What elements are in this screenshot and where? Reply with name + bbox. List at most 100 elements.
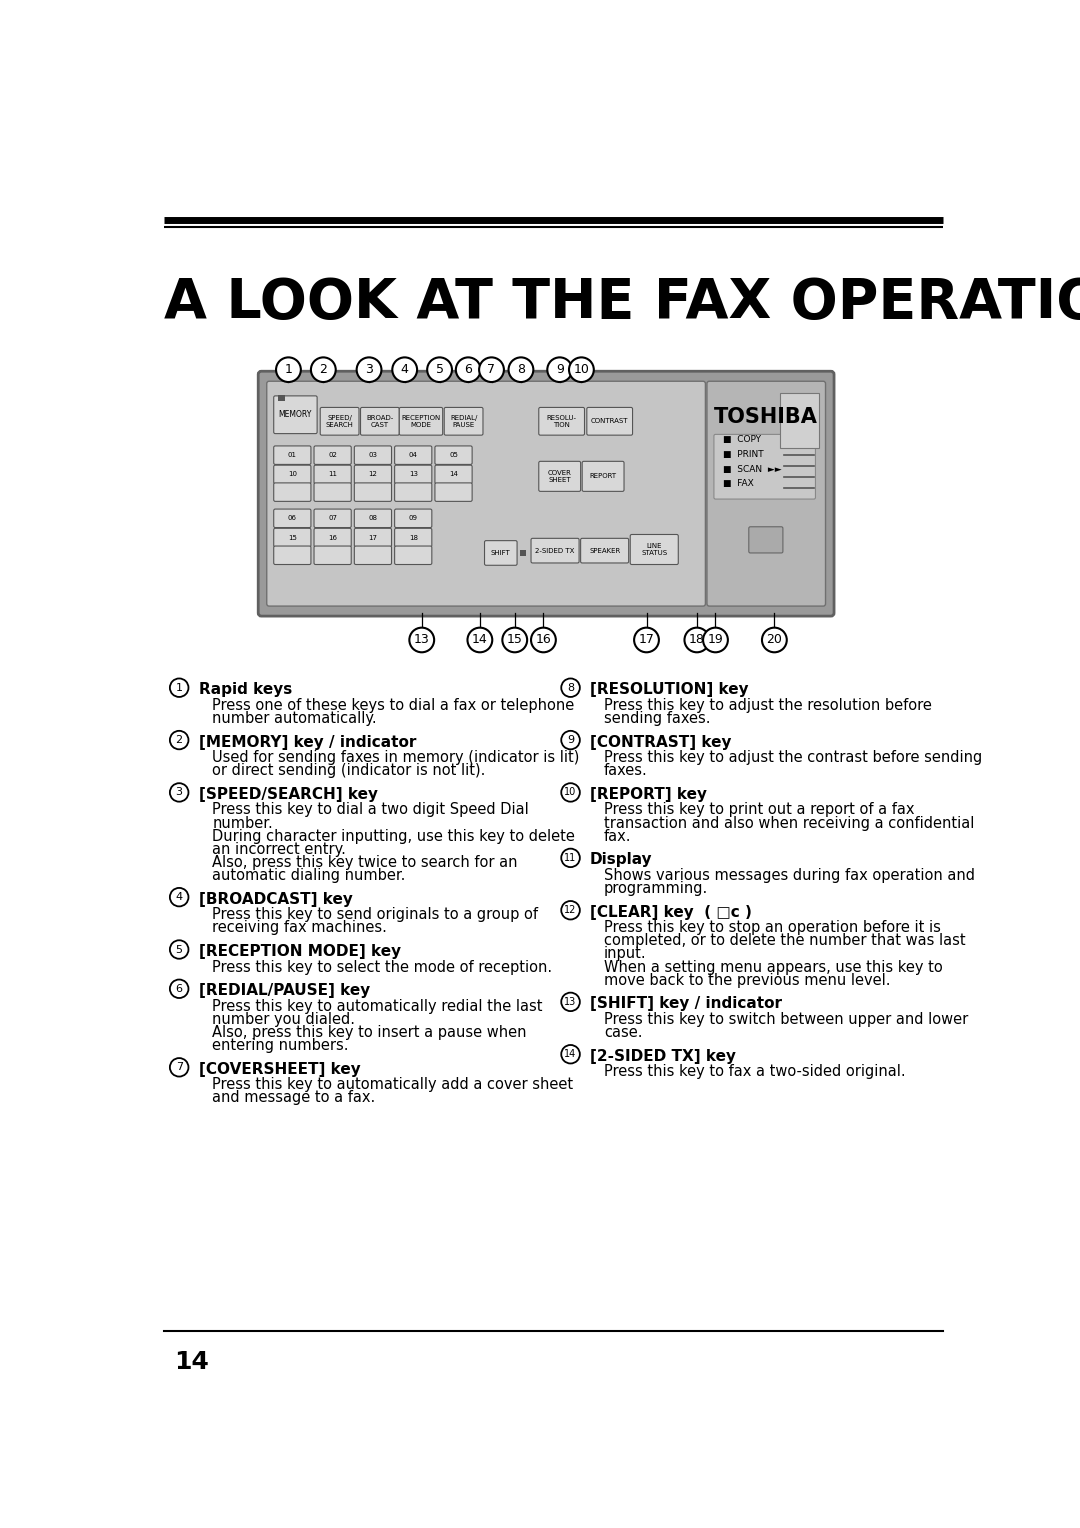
Text: 16: 16 [536,634,551,646]
Text: 09: 09 [408,515,418,521]
Text: 14: 14 [449,472,458,477]
Circle shape [509,358,534,382]
Text: CONTRAST: CONTRAST [591,419,629,425]
Text: Display: Display [590,853,652,868]
FancyBboxPatch shape [707,382,825,607]
Text: SPEED/
SEARCH: SPEED/ SEARCH [326,414,353,428]
FancyBboxPatch shape [314,509,351,527]
Text: 10: 10 [565,787,577,798]
Circle shape [502,628,527,652]
Circle shape [703,628,728,652]
Text: 14: 14 [565,1050,577,1059]
FancyBboxPatch shape [354,483,392,501]
Text: SPEAKER: SPEAKER [589,547,620,553]
Text: 4: 4 [176,892,183,902]
Circle shape [562,784,580,802]
FancyBboxPatch shape [394,446,432,465]
Text: When a setting menu appears, use this key to: When a setting menu appears, use this ke… [604,960,943,975]
Text: Press this key to adjust the contrast before sending: Press this key to adjust the contrast be… [604,750,982,766]
Circle shape [170,730,189,749]
Text: COVER
SHEET: COVER SHEET [548,469,571,483]
Text: Press this key to automatically add a cover sheet: Press this key to automatically add a co… [213,1077,573,1093]
Circle shape [569,358,594,382]
Text: sending faxes.: sending faxes. [604,711,711,726]
Circle shape [468,628,492,652]
Text: ■  SCAN  ►►: ■ SCAN ►► [724,465,782,474]
Text: 9: 9 [556,364,564,376]
Text: 8: 8 [567,683,575,692]
FancyBboxPatch shape [435,483,472,501]
Text: [MEMORY] key / indicator: [MEMORY] key / indicator [199,735,416,750]
Circle shape [356,358,381,382]
FancyBboxPatch shape [314,446,351,465]
Text: Also, press this key to insert a pause when: Also, press this key to insert a pause w… [213,1025,527,1041]
Text: number you dialed.: number you dialed. [213,1012,355,1027]
Text: Press this key to stop an operation before it is: Press this key to stop an operation befo… [604,920,941,935]
FancyBboxPatch shape [273,396,318,434]
FancyBboxPatch shape [258,371,834,616]
Text: 7: 7 [487,364,496,376]
Text: Press this key to send originals to a group of: Press this key to send originals to a gr… [213,908,539,923]
Text: ■  PRINT: ■ PRINT [724,449,764,458]
Text: ■  FAX: ■ FAX [724,480,754,487]
Text: Press this key to select the mode of reception.: Press this key to select the mode of rec… [213,960,553,975]
Text: 10: 10 [288,472,297,477]
FancyBboxPatch shape [631,535,678,564]
Text: 17: 17 [368,535,377,541]
Text: ■  COPY: ■ COPY [724,435,761,445]
Circle shape [170,888,189,906]
Text: [BROADCAST] key: [BROADCAST] key [199,892,352,906]
Text: Used for sending faxes in memory (indicator is lit): Used for sending faxes in memory (indica… [213,750,580,766]
FancyBboxPatch shape [394,529,432,547]
FancyBboxPatch shape [273,465,311,484]
Circle shape [634,628,659,652]
FancyBboxPatch shape [361,408,400,435]
FancyBboxPatch shape [314,545,351,564]
FancyBboxPatch shape [531,538,579,562]
FancyBboxPatch shape [314,483,351,501]
Text: 14: 14 [174,1349,208,1374]
FancyBboxPatch shape [273,545,311,564]
Text: 12: 12 [565,905,577,915]
FancyBboxPatch shape [539,461,581,492]
Text: 6: 6 [176,984,183,993]
Text: programming.: programming. [604,882,708,895]
Circle shape [392,358,417,382]
Text: 07: 07 [328,515,337,521]
Text: Also, press this key twice to search for an: Also, press this key twice to search for… [213,854,518,869]
Text: 16: 16 [328,535,337,541]
Text: Press this key to dial a two digit Speed Dial: Press this key to dial a two digit Speed… [213,802,529,817]
Text: [SPEED/SEARCH] key: [SPEED/SEARCH] key [199,787,378,802]
Text: REPORT: REPORT [590,474,617,480]
Text: 8: 8 [517,364,525,376]
Text: 14: 14 [472,634,488,646]
Text: 06: 06 [288,515,297,521]
FancyBboxPatch shape [485,541,517,565]
FancyBboxPatch shape [354,509,392,527]
Text: 20: 20 [767,634,782,646]
Text: 3: 3 [365,364,373,376]
Text: SHIFT: SHIFT [491,550,511,556]
Text: [2-SIDED TX] key: [2-SIDED TX] key [590,1048,735,1063]
Text: 10: 10 [573,364,590,376]
FancyBboxPatch shape [780,393,819,448]
Text: Rapid keys: Rapid keys [199,683,292,697]
Circle shape [170,1057,189,1077]
Text: 4: 4 [401,364,408,376]
Text: 6: 6 [464,364,472,376]
Text: RESOLU-
TION: RESOLU- TION [546,414,577,428]
Text: 3: 3 [176,787,183,798]
Text: 7: 7 [176,1062,183,1073]
FancyBboxPatch shape [273,509,311,527]
FancyBboxPatch shape [748,527,783,553]
FancyBboxPatch shape [354,465,392,484]
Text: 5: 5 [176,944,183,955]
Text: fax.: fax. [604,828,632,843]
Text: 1: 1 [176,683,183,692]
Text: Press this key to switch between upper and lower: Press this key to switch between upper a… [604,1012,968,1027]
Text: 02: 02 [328,452,337,458]
Text: 05: 05 [449,452,458,458]
Text: automatic dialing number.: automatic dialing number. [213,868,406,883]
Text: 11: 11 [328,472,337,477]
Circle shape [762,628,786,652]
